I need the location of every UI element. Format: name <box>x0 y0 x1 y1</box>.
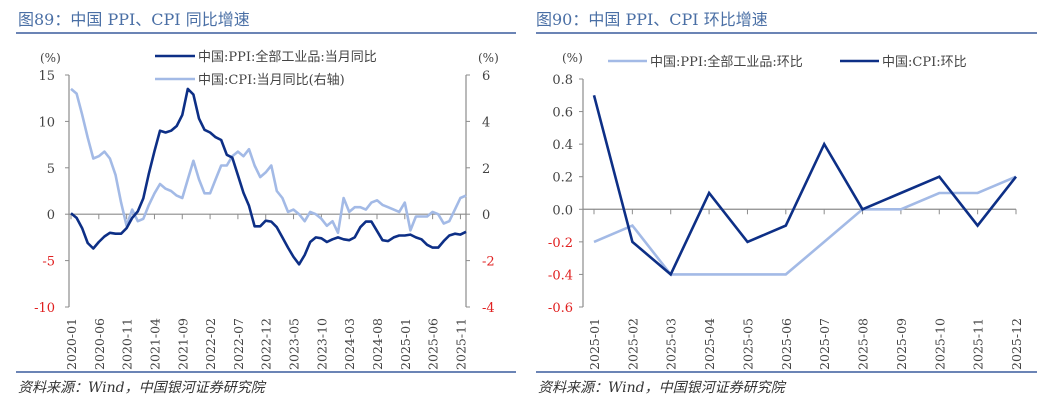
x-tick-label: 2025-12 <box>1009 318 1024 370</box>
x-tick-label: 2025-07 <box>817 318 832 370</box>
y-unit-left: (%) <box>40 51 61 65</box>
source-note: 资料来源：Wind，中国银河证券研究院 <box>18 380 265 396</box>
x-tick-label: 2025-02 <box>625 318 640 370</box>
y-tick-label-left: 15 <box>38 69 55 84</box>
series-line-ppi-mom <box>593 175 1017 276</box>
x-tick-label: 2021-09 <box>175 318 190 370</box>
y-tick-label-right: 2 <box>482 162 490 177</box>
y-tick-label-left: 0.6 <box>552 106 573 121</box>
x-tick-label: 2025-11 <box>453 318 468 370</box>
y-tick-label-left: 5 <box>47 162 55 177</box>
x-tick-label: 2021-04 <box>147 318 162 370</box>
y-tick-label-left: -0.6 <box>548 301 573 316</box>
y-unit-right: (%) <box>478 51 499 65</box>
y-tick-label-left: 0 <box>47 208 55 223</box>
legend-label: 中国:CPI:环比 <box>882 55 967 70</box>
x-tick-label: 2025-06 <box>426 318 441 370</box>
series-line-cpi-yoy <box>70 87 467 235</box>
y-tick-label-right: 0 <box>482 208 490 223</box>
y-tick-label-left: 10 <box>38 115 55 130</box>
y-tick-label-left: 0.4 <box>552 138 573 153</box>
chart-title: 图90：中国 PPI、CPI 环比增速 <box>536 10 768 29</box>
footer-divider <box>16 371 516 373</box>
y-tick-label-right: 4 <box>482 115 490 130</box>
x-tick-label: 2025-04 <box>702 318 717 370</box>
x-tick-label: 2024-08 <box>370 318 385 370</box>
x-tick-label: 2025-01 <box>398 318 413 370</box>
x-tick-label: 2020-11 <box>120 318 135 370</box>
series-line-cpi-mom <box>592 94 1018 277</box>
x-tick-label: 2022-12 <box>259 318 274 370</box>
legend-label: 中国:PPI:全部工业品:当月同比 <box>198 49 377 65</box>
y-tick-label-left: -10 <box>34 301 55 316</box>
title-divider <box>536 32 1037 34</box>
y-tick-label-left: -0.4 <box>548 268 573 283</box>
chart-panel-ppi-cpi-yoy: 图89：中国 PPI、CPI 同比增速 15 10 5 0 -5 -10 6 4 2 0 -2 -4 (… <box>0 0 520 400</box>
y-tick-label-left: 0.0 <box>552 203 573 218</box>
x-tick-label: 2025-05 <box>740 318 755 370</box>
x-tick-label: 2025-09 <box>894 318 909 370</box>
x-tick-label: 2023-05 <box>287 318 302 370</box>
legend-label: 中国:CPI:当月同比(右轴) <box>198 73 345 88</box>
x-tick-label: 2025-01 <box>587 318 602 370</box>
y-tick-label-right: -2 <box>482 255 495 270</box>
footer-divider <box>536 371 1037 373</box>
chart-canvas: 15 10 5 0 -5 -10 6 4 2 0 -2 -4 (%) (%) 2020-01 2020-06 2… <box>34 49 499 370</box>
series-line-ppi-yoy <box>70 87 467 266</box>
x-tick-label: 2025-10 <box>932 318 947 370</box>
chart-canvas: 0.8 0.6 0.4 0.2 0.0 -0.2 -0.4 -0.6 (%) 2025-01 202… <box>548 51 1024 370</box>
x-tick-label: 2024-03 <box>342 318 357 370</box>
chart-title: 图89：中国 PPI、CPI 同比增速 <box>18 10 250 29</box>
y-tick-label-right: 6 <box>482 69 490 84</box>
x-tick-label: 2025-03 <box>664 318 679 370</box>
x-tick-label: 2020-06 <box>92 318 107 370</box>
x-tick-label: 2025-08 <box>856 318 871 370</box>
x-tick-label: 2023-10 <box>314 318 329 370</box>
title-divider <box>16 32 516 34</box>
y-tick-label-left: -0.2 <box>548 236 573 251</box>
y-tick-label-left: -5 <box>42 255 55 270</box>
y-tick-label-right: -4 <box>482 301 495 316</box>
source-note: 资料来源：Wind，中国银河证券研究院 <box>538 380 785 396</box>
x-tick-label: 2025-11 <box>971 318 986 370</box>
chart-panel-ppi-cpi-mom: 图90：中国 PPI、CPI 环比增速 0.8 0.6 0.4 0.2 0.0 -0.2 -… <box>530 0 1057 400</box>
x-tick-label: 2025-06 <box>779 318 794 370</box>
y-unit-left: (%) <box>562 51 583 65</box>
x-tick-label: 2022-02 <box>203 318 218 370</box>
y-tick-label-left: 0.8 <box>552 73 573 88</box>
legend-label: 中国:PPI:全部工业品:环比 <box>650 54 803 70</box>
x-tick-label: 2022-07 <box>231 318 246 370</box>
x-tick-label: 2020-01 <box>64 318 79 370</box>
y-tick-label-left: 0.2 <box>552 171 573 186</box>
